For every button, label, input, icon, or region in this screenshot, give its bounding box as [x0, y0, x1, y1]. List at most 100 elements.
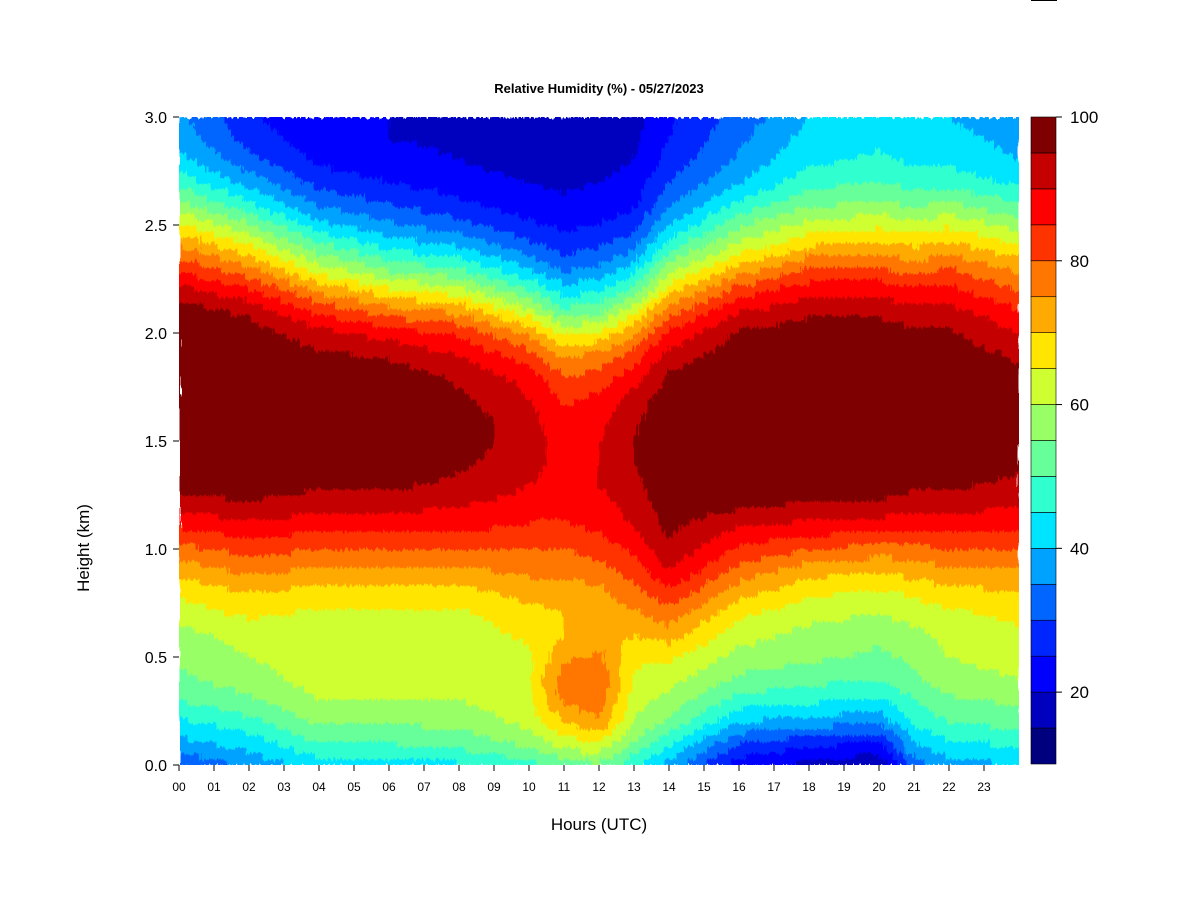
heatmap-cell [323, 297, 327, 304]
heatmap-cell [319, 411, 323, 418]
heatmap-cell [186, 183, 190, 190]
heatmap-cell [302, 609, 306, 616]
heatmap-cell [218, 489, 222, 496]
heatmap-cell [309, 693, 313, 700]
heatmap-cell [197, 117, 201, 124]
heatmap-cell [267, 309, 271, 316]
heatmap-cell [316, 441, 320, 448]
heatmap-cell [256, 159, 260, 166]
heatmap-cell [214, 351, 218, 358]
heatmap-cell [291, 519, 295, 526]
heatmap-cell [263, 597, 267, 604]
heatmap-cell [183, 123, 187, 130]
heatmap-cell [319, 627, 323, 634]
heatmap-cell [228, 135, 232, 142]
heatmap-cell [340, 723, 344, 730]
heatmap-cell [274, 429, 278, 436]
heatmap-cell [337, 543, 341, 550]
heatmap-cell [316, 723, 320, 730]
heatmap-cell [263, 435, 267, 442]
heatmap-cell [330, 423, 334, 430]
heatmap-cell [179, 177, 183, 184]
heatmap-cell [333, 297, 337, 304]
heatmap-cell [316, 567, 320, 574]
heatmap-cell [333, 495, 337, 502]
heatmap-cell [281, 657, 285, 664]
heatmap-cell [326, 543, 330, 550]
heatmap-cell [263, 651, 267, 658]
heatmap-cell [211, 135, 215, 142]
heatmap-cell [281, 351, 285, 358]
heatmap-cell [284, 717, 288, 724]
heatmap-cell [302, 255, 306, 262]
heatmap-cell [221, 273, 225, 280]
heatmap-cell [274, 291, 278, 298]
heatmap-cell [249, 615, 253, 622]
heatmap-cell [298, 555, 302, 562]
heatmap-cell [337, 669, 341, 676]
heatmap-cell [183, 183, 187, 190]
heatmap-cell [305, 477, 309, 484]
heatmap-cell [242, 603, 246, 610]
heatmap-cell [309, 729, 313, 736]
heatmap-cell [214, 525, 218, 532]
heatmap-cell [263, 219, 267, 226]
heatmap-cell [277, 147, 281, 154]
heatmap-cell [267, 141, 271, 148]
heatmap-cell [333, 519, 337, 526]
heatmap-cell [256, 537, 260, 544]
heatmap-cell [302, 147, 306, 154]
heatmap-cell [263, 393, 267, 400]
heatmap-cell [221, 189, 225, 196]
heatmap-cell [232, 513, 236, 520]
heatmap-cell [200, 585, 204, 592]
heatmap-cell [284, 243, 288, 250]
heatmap-cell [319, 705, 323, 712]
heatmap-cell [242, 585, 246, 592]
heatmap-cell [190, 399, 194, 406]
heatmap-cell [200, 741, 204, 748]
heatmap-cell [316, 285, 320, 292]
heatmap-cell [267, 255, 271, 262]
heatmap-cell [249, 165, 253, 172]
heatmap-cell [204, 753, 208, 760]
heatmap-cell [337, 459, 341, 466]
heatmap-cell [179, 243, 183, 250]
heatmap-cell [235, 303, 239, 310]
heatmap-cell [270, 501, 274, 508]
heatmap-cell [298, 393, 302, 400]
heatmap-cell [298, 387, 302, 394]
heatmap-cell [232, 195, 236, 202]
heatmap-cell [249, 567, 253, 574]
heatmap-cell [232, 567, 236, 574]
heatmap-cell [246, 471, 250, 478]
heatmap-cell [295, 339, 299, 346]
heatmap-cell [263, 513, 267, 520]
heatmap-cell [228, 243, 232, 250]
heatmap-cell [249, 393, 253, 400]
heatmap-cell [337, 339, 341, 346]
heatmap-cell [323, 165, 327, 172]
heatmap-cell [197, 207, 201, 214]
heatmap-cell [263, 639, 267, 646]
heatmap-cell [312, 117, 316, 124]
heatmap-cell [242, 675, 246, 682]
heatmap-cell [281, 483, 285, 490]
heatmap-cell [228, 663, 232, 670]
heatmap-cell [295, 375, 299, 382]
heatmap-cell [204, 195, 208, 202]
heatmap-cell [274, 477, 278, 484]
heatmap-cell [207, 483, 211, 490]
heatmap-cell [221, 663, 225, 670]
heatmap-cell [305, 177, 309, 184]
heatmap-cell [225, 351, 229, 358]
heatmap-cell [221, 717, 225, 724]
heatmap-cell [242, 195, 246, 202]
heatmap-cell [235, 339, 239, 346]
heatmap-cell [312, 705, 316, 712]
heatmap-cell [295, 195, 299, 202]
heatmap-cell [260, 453, 264, 460]
heatmap-cell [207, 513, 211, 520]
heatmap-cell [211, 399, 215, 406]
heatmap-cell [326, 171, 330, 178]
